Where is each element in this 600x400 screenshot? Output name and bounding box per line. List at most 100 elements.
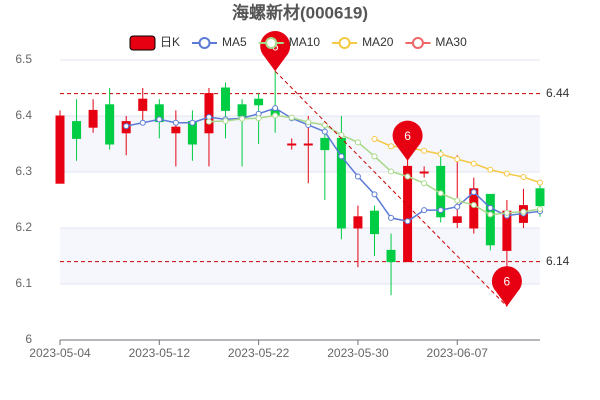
ma-point: [321, 121, 328, 128]
ma-point: [388, 143, 395, 150]
legend-swatch: [198, 37, 211, 49]
legend-item: MA20: [332, 35, 394, 49]
legend-label: MA20: [362, 35, 394, 49]
mark-pin: [392, 120, 423, 161]
reference-label: 6.14: [546, 254, 570, 268]
mark-pin: [491, 266, 522, 307]
ma-point: [404, 173, 411, 180]
candle-body: [88, 109, 98, 128]
legend-item: MA30: [405, 35, 467, 49]
legend-label: MA5: [222, 35, 247, 49]
ma-point: [421, 147, 428, 154]
candle-body: [403, 165, 413, 263]
ma-point: [404, 218, 411, 225]
legend-swatch: [265, 37, 278, 49]
candle-body: [221, 87, 231, 111]
ma-point: [288, 114, 295, 121]
mark-label: 6: [404, 129, 411, 143]
legend-label: MA30: [435, 35, 467, 49]
candle-body: [469, 188, 479, 229]
ma-point: [272, 105, 279, 112]
legend-swatch: [411, 37, 424, 49]
x-tick-label: 2023-05-04: [29, 346, 91, 360]
y-tick-label: 6.4: [15, 108, 32, 122]
ma-point: [354, 173, 361, 180]
ma-point: [123, 123, 130, 130]
ma-point: [421, 180, 428, 187]
ma-point: [305, 119, 312, 126]
legend-swatch: [338, 37, 351, 49]
y-tick-label: 6: [25, 332, 32, 346]
x-tick-label: 2023-05-30: [327, 346, 389, 360]
ma-point: [388, 214, 395, 221]
ma-point: [421, 207, 428, 214]
ma-point: [487, 211, 494, 218]
candle-body: [419, 171, 429, 174]
candle-body: [303, 143, 313, 146]
ma-point: [354, 139, 361, 146]
legend-swatch: [129, 35, 156, 51]
legend-label: 日K: [160, 35, 180, 49]
ma-point: [222, 118, 229, 125]
candle-body: [55, 115, 65, 184]
ma-point: [537, 179, 543, 186]
candle-body: [204, 93, 214, 134]
ma-point: [437, 207, 444, 214]
y-tick-label: 6.1: [15, 276, 32, 290]
ma-point: [470, 202, 477, 209]
y-tick-label: 6.5: [15, 52, 32, 66]
ma-point: [371, 135, 378, 142]
ma-point: [189, 119, 196, 126]
ma-point: [205, 118, 212, 125]
ma-point: [520, 174, 527, 181]
legend-item: MA5: [192, 35, 247, 49]
y-tick-label: 6.3: [15, 164, 32, 178]
candle-body: [369, 210, 379, 235]
ma-point: [255, 115, 262, 122]
ma-point: [139, 119, 146, 126]
ma-point: [470, 189, 477, 196]
ma-point: [338, 132, 345, 139]
reference-label: 6.44: [546, 86, 570, 100]
ma-point: [437, 151, 444, 158]
x-tick-label: 2023-06-07: [427, 346, 489, 360]
ma-point: [371, 191, 378, 198]
legend-item: 日K: [129, 35, 180, 51]
ma-point: [487, 166, 494, 173]
candle-body: [386, 249, 396, 263]
candle-body: [138, 98, 148, 111]
ma-point: [487, 204, 494, 211]
candle-body: [452, 216, 462, 223]
ma-point: [437, 190, 444, 197]
ma-point: [272, 112, 279, 119]
ma-point: [503, 209, 510, 216]
ma-point: [454, 203, 461, 210]
ma-point: [338, 153, 345, 160]
candle-body: [105, 104, 115, 145]
candle-body: [535, 188, 545, 207]
ma-point: [454, 156, 461, 163]
mark-label: 6: [504, 275, 511, 289]
candle-body: [287, 143, 297, 146]
y-tick-label: 6.2: [15, 220, 32, 234]
ma-point: [172, 119, 179, 126]
ma-point: [470, 160, 477, 167]
candle-body: [72, 121, 82, 139]
candle-body: [485, 193, 495, 246]
ma-point: [503, 170, 510, 177]
split-area: [60, 116, 540, 172]
ma-point: [537, 205, 543, 212]
legend-label: MA10: [289, 35, 321, 49]
trend-line: [274, 70, 508, 307]
ma-point: [520, 208, 527, 215]
candle-body: [254, 98, 264, 106]
x-tick-label: 2023-05-12: [129, 346, 191, 360]
legend-item: MA10: [258, 35, 321, 49]
ma-point: [239, 115, 246, 122]
candle-body: [237, 104, 247, 117]
ma-point: [156, 116, 163, 123]
ma-point: [388, 168, 395, 175]
ma-point: [371, 153, 378, 160]
ma-point: [454, 197, 461, 204]
